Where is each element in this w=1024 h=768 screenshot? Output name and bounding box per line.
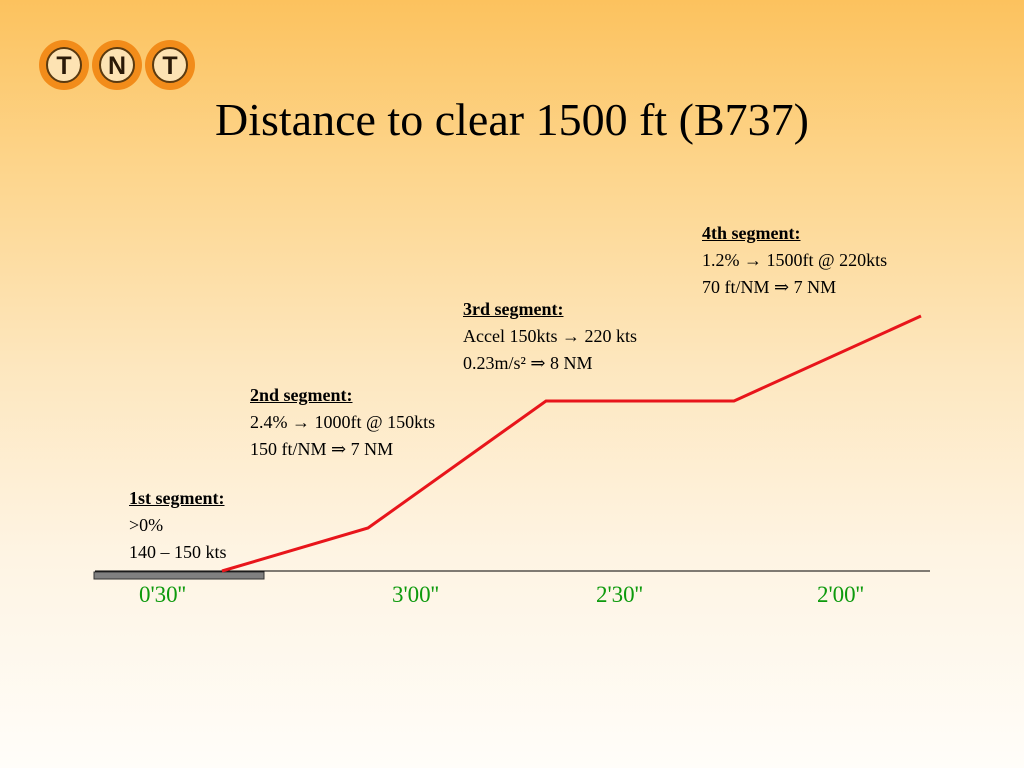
segment-4-heading: 4th segment: [702,223,801,243]
segment-2-heading: 2nd segment: [250,385,353,405]
tnt-logo: T N T [39,40,195,90]
segment-4-time: 2'00'' [817,582,864,607]
segment-2-label: 2nd segment: 2.4% → 1000ft @ 150kts 150 … [250,382,435,463]
segment-3-line2: 0.23m/s² ⇒ 8 NM [463,353,593,373]
segment-1-label: 1st segment: >0% 140 – 150 kts [129,485,227,566]
segment-1-heading: 1st segment: [129,488,225,508]
segment-1-line1: >0% [129,515,164,535]
segment-4-line1: 1.2% → 1500ft @ 220kts [702,250,888,270]
segment-2-line1: 2.4% → 1000ft @ 150kts [250,412,436,432]
logo-circle-t2: T [145,40,195,90]
segment-3-time: 2'30'' [596,582,643,607]
logo-letter-n: N [108,52,126,80]
logo-circle-n: N [92,40,142,90]
segment-4-line2: 70 ft/NM ⇒ 7 NM [702,277,837,297]
segment-2-line2: 150 ft/NM ⇒ 7 NM [250,439,394,459]
segment-2-time: 3'00'' [392,582,439,607]
slide-title: Distance to clear 1500 ft (B737) [215,94,809,145]
logo-letter-t2: T [162,52,177,80]
segment-3-heading: 3rd segment: [463,299,564,319]
climb-profile-line [221,314,922,573]
logo-circle-t1: T [39,40,89,90]
segment-4-label: 4th segment: 1.2% → 1500ft @ 220kts 70 f… [702,220,887,301]
logo-letter-t1: T [56,52,71,80]
segment-1-time: 0'30'' [139,582,186,607]
segment-3-label: 3rd segment: Accel 150kts → 220 kts 0.23… [463,296,637,377]
runway-bar [93,571,265,580]
segment-1-line2: 140 – 150 kts [129,542,227,562]
segment-3-line1: Accel 150kts → 220 kts [463,326,637,346]
